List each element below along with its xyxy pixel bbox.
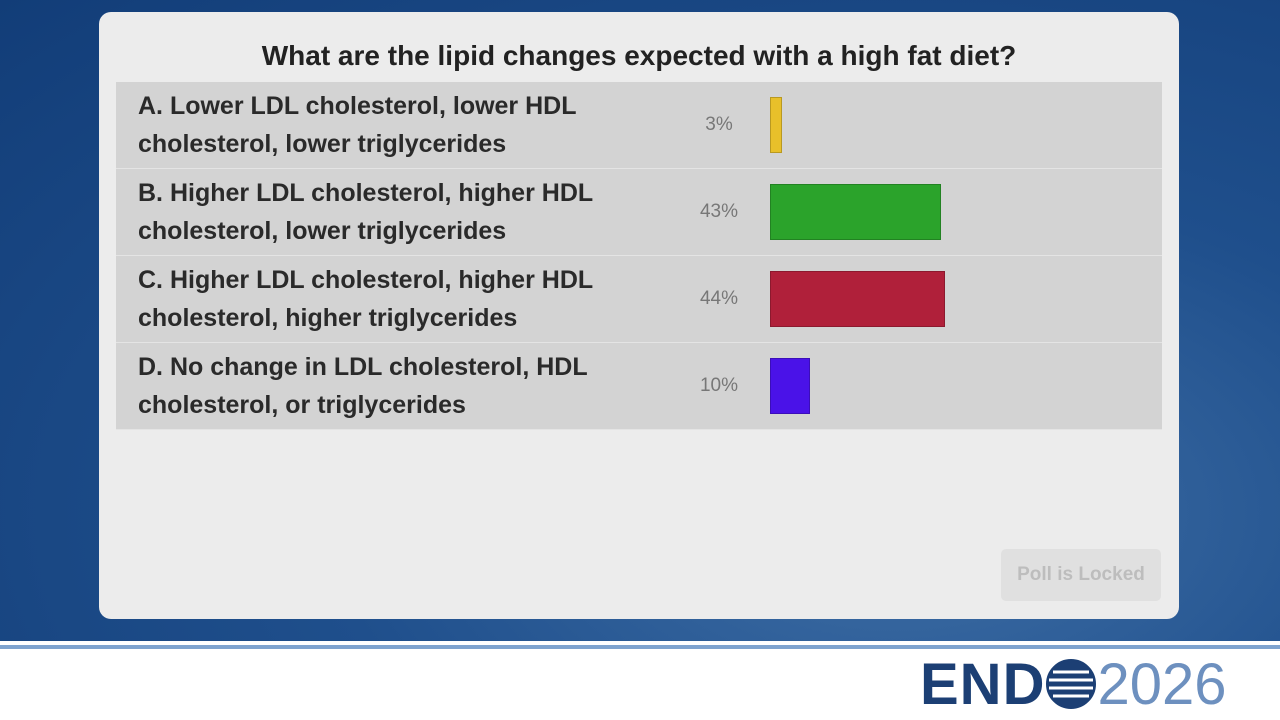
poll-rows: A. Lower LDL cholesterol, lower HDL chol… [116,82,1162,430]
poll-row: B. Higher LDL cholesterol, higher HDL ch… [116,169,1162,256]
value-label: 10% [699,375,739,396]
poll-panel: What are the lipid changes expected with… [99,12,1179,619]
poll-row: C. Higher LDL cholesterol, higher HDL ch… [116,256,1162,343]
divider [0,641,1280,645]
bar [770,184,942,240]
divider [0,645,1280,649]
poll-row: D. No change in LDL cholesterol, HDL cho… [116,343,1162,430]
logo-globe [1046,659,1097,709]
poll-row: A. Lower LDL cholesterol, lower HDL chol… [116,82,1162,169]
chart-title: What are the lipid changes expected with… [261,40,1017,71]
logo: END 2026 [920,651,1227,717]
value-label: 44% [699,288,739,309]
option-label: C. Higher LDL cholesterol, higher HDL ch… [138,266,593,332]
value-label: 43% [699,201,739,222]
bar [770,358,810,414]
bar [770,271,946,327]
value-label: 3% [705,114,733,135]
option-label: D. No change in LDL cholesterol, HDL cho… [138,353,588,419]
option-label: A. Lower LDL cholesterol, lower HDL chol… [138,92,577,158]
logo-year: 2026 [1097,651,1227,717]
logo-brand: END [920,651,1046,717]
locked-button[interactable]: Poll is Locked [1001,549,1161,601]
bar [770,97,782,153]
option-label: B. Higher LDL cholesterol, higher HDL ch… [138,179,593,245]
